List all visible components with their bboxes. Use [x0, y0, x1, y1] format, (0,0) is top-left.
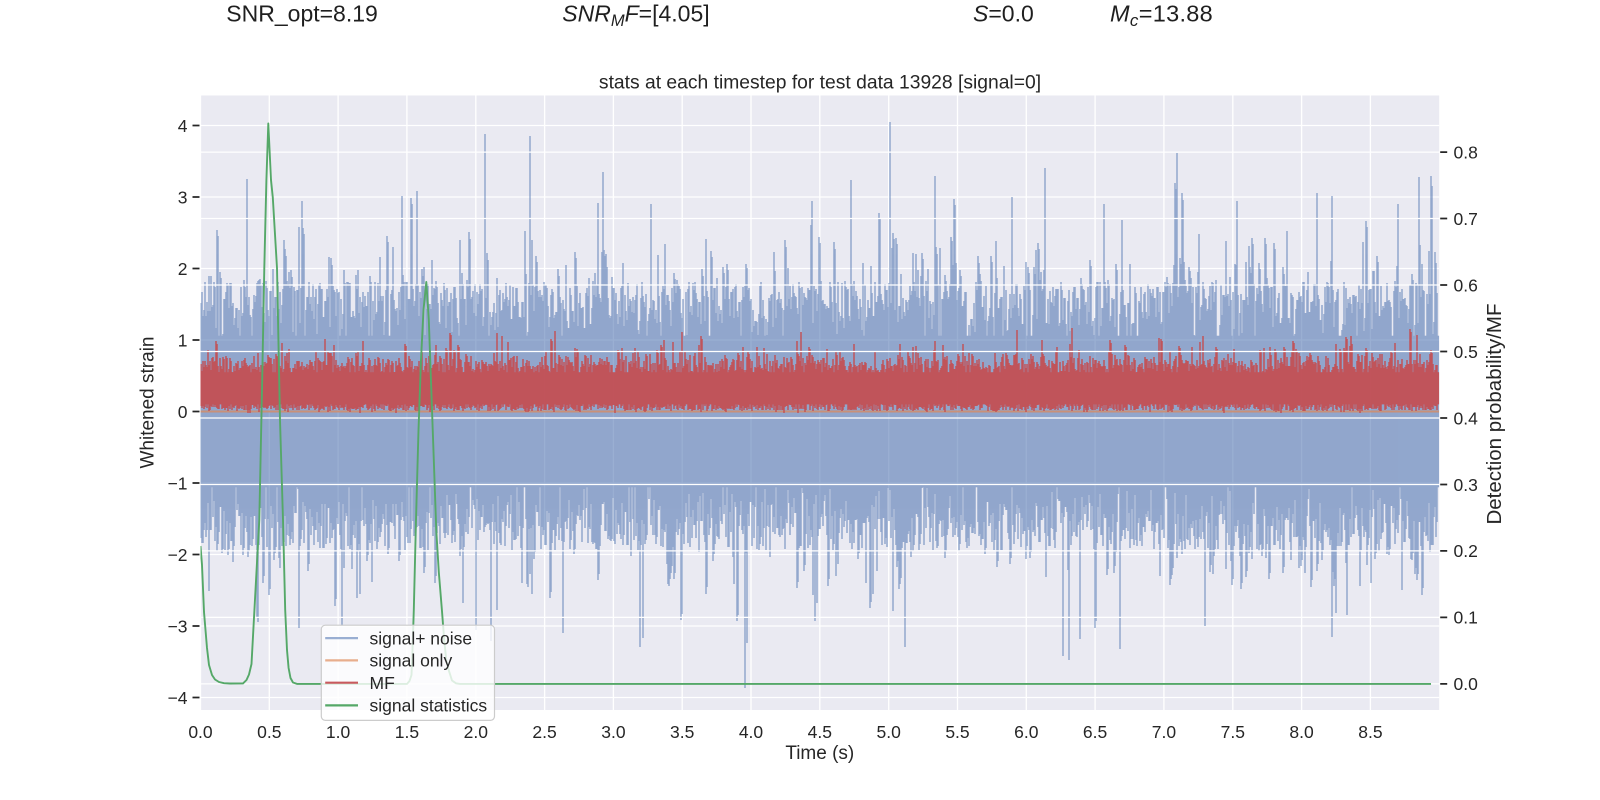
svg-text:1: 1	[178, 330, 188, 350]
svg-text:4: 4	[178, 116, 188, 136]
svg-text:−1: −1	[168, 473, 188, 493]
svg-text:0.2: 0.2	[1454, 541, 1478, 561]
svg-text:0.1: 0.1	[1454, 608, 1478, 628]
svg-text:0.7: 0.7	[1454, 209, 1478, 229]
svg-text:6.5: 6.5	[1083, 722, 1107, 742]
svg-text:3.5: 3.5	[670, 722, 694, 742]
svg-text:0.0: 0.0	[188, 722, 213, 742]
svg-text:−2: −2	[168, 545, 188, 565]
svg-text:2: 2	[178, 259, 188, 279]
svg-text:0.6: 0.6	[1454, 275, 1478, 295]
svg-text:0.5: 0.5	[1454, 342, 1478, 362]
svg-text:7.5: 7.5	[1221, 722, 1245, 742]
svg-text:0: 0	[178, 402, 188, 422]
svg-text:−4: −4	[168, 688, 188, 708]
svg-text:2.0: 2.0	[464, 722, 489, 742]
svg-text:Detection probability/MF: Detection probability/MF	[1483, 303, 1506, 524]
svg-text:0.4: 0.4	[1454, 408, 1479, 428]
svg-text:Time (s): Time (s)	[785, 743, 854, 764]
svg-text:0.3: 0.3	[1454, 475, 1478, 495]
svg-text:−3: −3	[168, 616, 188, 636]
svg-text:Mc=13.88: Mc=13.88	[1110, 1, 1213, 31]
svg-text:2.5: 2.5	[532, 722, 556, 742]
svg-text:8.0: 8.0	[1289, 722, 1314, 742]
svg-text:MF: MF	[370, 673, 395, 693]
svg-text:5.0: 5.0	[877, 722, 902, 742]
svg-text:stats at each timestep for tes: stats at each timestep for test data 139…	[599, 73, 1041, 94]
svg-text:8.5: 8.5	[1358, 722, 1382, 742]
svg-text:7.0: 7.0	[1152, 722, 1177, 742]
svg-text:SNRMF=[4.05]: SNRMF=[4.05]	[562, 1, 709, 31]
svg-text:3: 3	[178, 187, 188, 207]
svg-text:6.0: 6.0	[1014, 722, 1039, 742]
svg-text:4.5: 4.5	[808, 722, 832, 742]
svg-text:Whitened strain: Whitened strain	[138, 336, 159, 468]
svg-text:signal statistics: signal statistics	[370, 696, 488, 716]
svg-text:S=0.0: S=0.0	[973, 1, 1034, 27]
svg-text:1.5: 1.5	[395, 722, 419, 742]
svg-text:3.0: 3.0	[601, 722, 626, 742]
svg-text:SNR_opt=8.19: SNR_opt=8.19	[226, 1, 378, 27]
svg-text:0.0: 0.0	[1454, 674, 1479, 694]
svg-text:signal only: signal only	[370, 651, 453, 671]
svg-text:5.5: 5.5	[945, 722, 969, 742]
svg-text:0.5: 0.5	[257, 722, 281, 742]
svg-text:4.0: 4.0	[739, 722, 764, 742]
svg-text:0.8: 0.8	[1454, 142, 1478, 162]
svg-text:1.0: 1.0	[326, 722, 351, 742]
svg-text:signal+ noise: signal+ noise	[370, 628, 473, 648]
